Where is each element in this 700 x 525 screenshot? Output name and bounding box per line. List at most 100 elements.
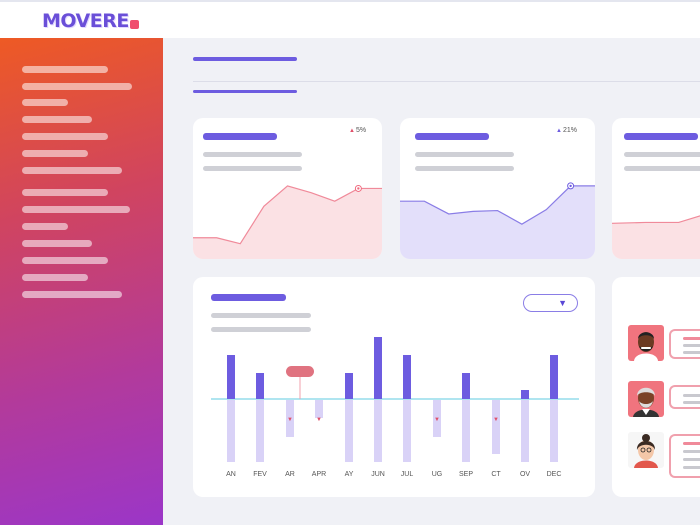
bar-positive	[256, 373, 264, 399]
kpi-card-title	[624, 133, 698, 140]
chevron-down-icon: ▼	[558, 298, 567, 308]
alert-marker: ▼	[287, 417, 293, 423]
x-tick-label: FEV	[253, 471, 267, 478]
chart-subtitle-line	[211, 327, 311, 332]
sidebar-item-13[interactable]	[22, 274, 88, 281]
kpi-subtitle-line	[203, 166, 302, 171]
sparkline-area	[400, 185, 595, 259]
sparkline-area	[193, 185, 382, 259]
kpi-sparkline	[193, 184, 382, 259]
kpi-change: ▲21%	[556, 127, 577, 134]
sparkline-line	[612, 215, 700, 224]
sparkline-line	[400, 185, 595, 225]
message-bubble[interactable]	[669, 434, 700, 478]
sparkline-line	[193, 185, 382, 245]
bar-negative	[374, 400, 382, 462]
x-tick-label: AR	[285, 471, 295, 478]
x-tick-label: JUN	[371, 471, 385, 478]
bar-negative	[286, 400, 294, 437]
kpi-card-title	[415, 133, 489, 140]
person-avatar-icon	[628, 432, 664, 468]
person-avatar-icon	[628, 325, 664, 361]
chart-card-title	[211, 294, 286, 301]
kpi-subtitle-line	[624, 152, 700, 157]
sidebar-item-10[interactable]	[22, 223, 68, 230]
sidebar-item-8[interactable]	[22, 189, 108, 196]
person-avatar-icon	[628, 381, 664, 417]
bar-positive	[374, 337, 382, 399]
bar-negative	[433, 400, 441, 437]
sidebar-item-3[interactable]	[22, 99, 68, 106]
bar-negative	[256, 400, 264, 462]
chart-subtitle-line	[211, 313, 311, 318]
kpi-subtitle-line	[415, 166, 514, 171]
alert-marker: ▼	[316, 417, 322, 423]
x-tick-label: CT	[491, 471, 501, 478]
bar-positive	[550, 355, 558, 399]
bar-positive	[462, 373, 470, 399]
x-tick-label: DEC	[546, 471, 562, 478]
up-arrow-icon: ▲	[556, 128, 562, 134]
x-tick-label: SEP	[458, 471, 473, 478]
sidebar-item-2[interactable]	[22, 83, 132, 90]
x-tick-label: AN	[226, 471, 236, 478]
bar-negative	[462, 400, 470, 462]
kpi-sparkline	[400, 182, 595, 259]
bar-negative	[521, 400, 529, 462]
bar-negative	[315, 400, 323, 418]
kpi-subtitle-line	[624, 166, 700, 171]
avatar[interactable]	[628, 381, 664, 417]
logo-badge-icon	[129, 19, 139, 29]
x-tick-label: APR	[311, 471, 327, 478]
bar-positive	[345, 373, 353, 399]
message-bubble[interactable]	[669, 385, 700, 409]
kpi-card-title	[203, 133, 277, 140]
bar-positive	[227, 355, 235, 399]
x-tick-label: AY	[344, 471, 354, 478]
sidebar-item-6[interactable]	[22, 150, 88, 157]
avatar[interactable]	[628, 325, 664, 361]
sidebar-item-12[interactable]	[22, 257, 108, 264]
avatar[interactable]	[628, 432, 664, 468]
up-arrow-icon: ▲	[349, 128, 355, 134]
bar-negative	[227, 400, 235, 462]
kpi-card-1[interactable]: ▲5%	[193, 118, 382, 259]
sparkline-point-dot	[357, 187, 360, 190]
kpi-subtitle-line	[415, 152, 514, 157]
kpi-card-2[interactable]: ▲21%	[400, 118, 595, 259]
x-tick-label: OV	[519, 471, 531, 478]
monthly-bar-chart: ▼ ▼ ▼ ▼	[211, 337, 579, 462]
sidebar-item-9[interactable]	[22, 206, 130, 213]
alert-marker: ▼	[434, 417, 440, 423]
bar-negative	[492, 400, 500, 454]
team-card	[612, 277, 700, 497]
message-bubble[interactable]	[669, 329, 700, 359]
sidebar-item-5[interactable]	[22, 133, 108, 140]
bar-negative	[403, 400, 411, 462]
logo-text: MOVERE	[42, 10, 129, 32]
period-dropdown[interactable]: ▼	[523, 294, 578, 312]
top-bar: MOVERE	[0, 0, 700, 38]
x-tick-label: JUL	[400, 471, 414, 478]
kpi-change: ▲5%	[349, 127, 367, 134]
x-tick-label: UG	[431, 471, 443, 478]
kpi-subtitle-line	[203, 152, 302, 157]
app-logo[interactable]: MOVERE	[42, 8, 139, 34]
sidebar-item-1[interactable]	[22, 66, 108, 73]
monthly-chart-card: ▼ ▼ ▼ ▼ ▼ AN FEV AR APR AY JUN JUL UG SEP CT OV DEC	[193, 277, 595, 497]
bar-negative	[345, 400, 353, 462]
sidebar-item-14[interactable]	[22, 291, 122, 298]
tab-active-indicator[interactable]	[193, 90, 297, 93]
tooltip-pill	[286, 366, 314, 377]
bar-positive	[403, 355, 411, 399]
sparkline-area	[612, 215, 700, 259]
kpi-card-3[interactable]	[612, 118, 700, 259]
sidebar-item-4[interactable]	[22, 116, 92, 123]
header-divider	[193, 81, 700, 82]
bar-negative	[550, 400, 558, 462]
alert-marker: ▼	[493, 417, 499, 423]
page-title	[193, 57, 297, 61]
sidebar-item-7[interactable]	[22, 167, 122, 174]
sidebar-item-11[interactable]	[22, 240, 92, 247]
sparkline-point-dot	[569, 184, 572, 188]
